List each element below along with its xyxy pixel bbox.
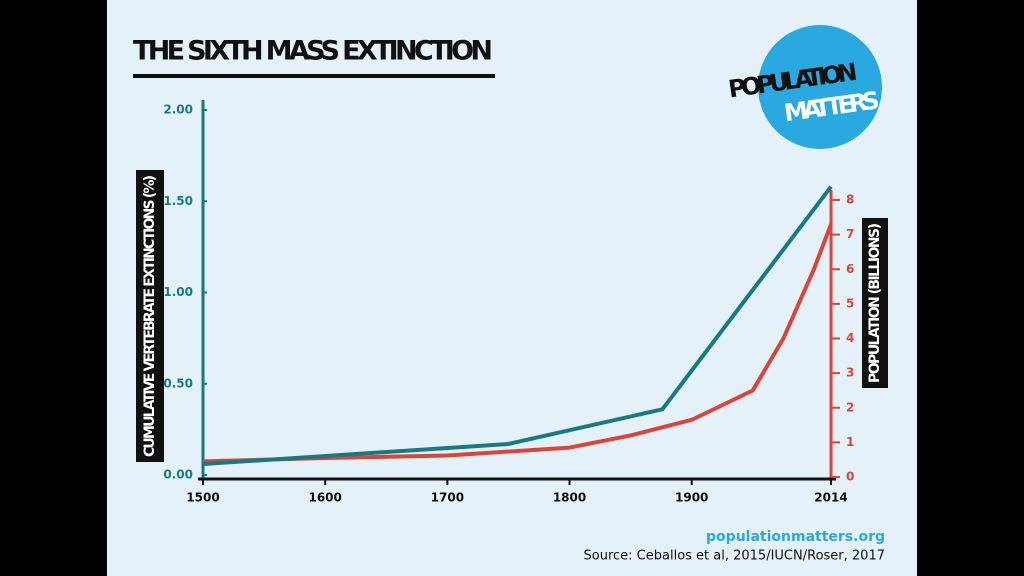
y-axis-label: CUMULATIVE VERTEBRATE EXTINCTIONS (%) <box>142 175 158 457</box>
y-tick-label: 1.50 <box>163 194 193 208</box>
title-underline <box>133 74 495 78</box>
x-tick-label: 1900 <box>675 491 708 505</box>
y-tick-label: 2.00 <box>163 103 193 117</box>
y-label-box <box>136 170 164 462</box>
series-line <box>202 185 833 467</box>
y2-tick-label: 1 <box>846 435 854 449</box>
y-tick-label: 1.00 <box>163 285 193 299</box>
x-tick-label: 1600 <box>308 491 341 505</box>
y2-tick-label: 4 <box>846 331 854 345</box>
y2-tick-label: 5 <box>846 296 854 310</box>
y2-tick-label: 0 <box>846 470 854 484</box>
logo-circle <box>758 25 882 149</box>
y2-tick-label: 3 <box>846 366 854 380</box>
y2-tick-label: 2 <box>846 400 854 414</box>
website: populationmatters.org <box>706 529 885 545</box>
x-tick-label: 1800 <box>553 491 586 505</box>
series-line <box>202 223 833 464</box>
source: Source: Ceballos et al, 2015/IUCN/Roser,… <box>584 549 885 564</box>
x-tick-label: 1500 <box>186 491 219 505</box>
x-tick-label: 1700 <box>431 491 464 505</box>
x-tick-label: 2014 <box>814 491 847 505</box>
chart-title: THE SIXTH MASS EXTINCTION <box>133 36 493 67</box>
y2-axis-label: POPULATION (BILLIONS) <box>867 223 883 383</box>
y-tick-label: 0.00 <box>163 468 193 482</box>
y2-tick-label: 6 <box>846 262 854 276</box>
y2-tick-label: 7 <box>846 227 854 241</box>
y-tick-label: 0.50 <box>163 376 193 390</box>
y2-label-box <box>862 218 888 388</box>
y2-tick-label: 8 <box>846 193 854 207</box>
